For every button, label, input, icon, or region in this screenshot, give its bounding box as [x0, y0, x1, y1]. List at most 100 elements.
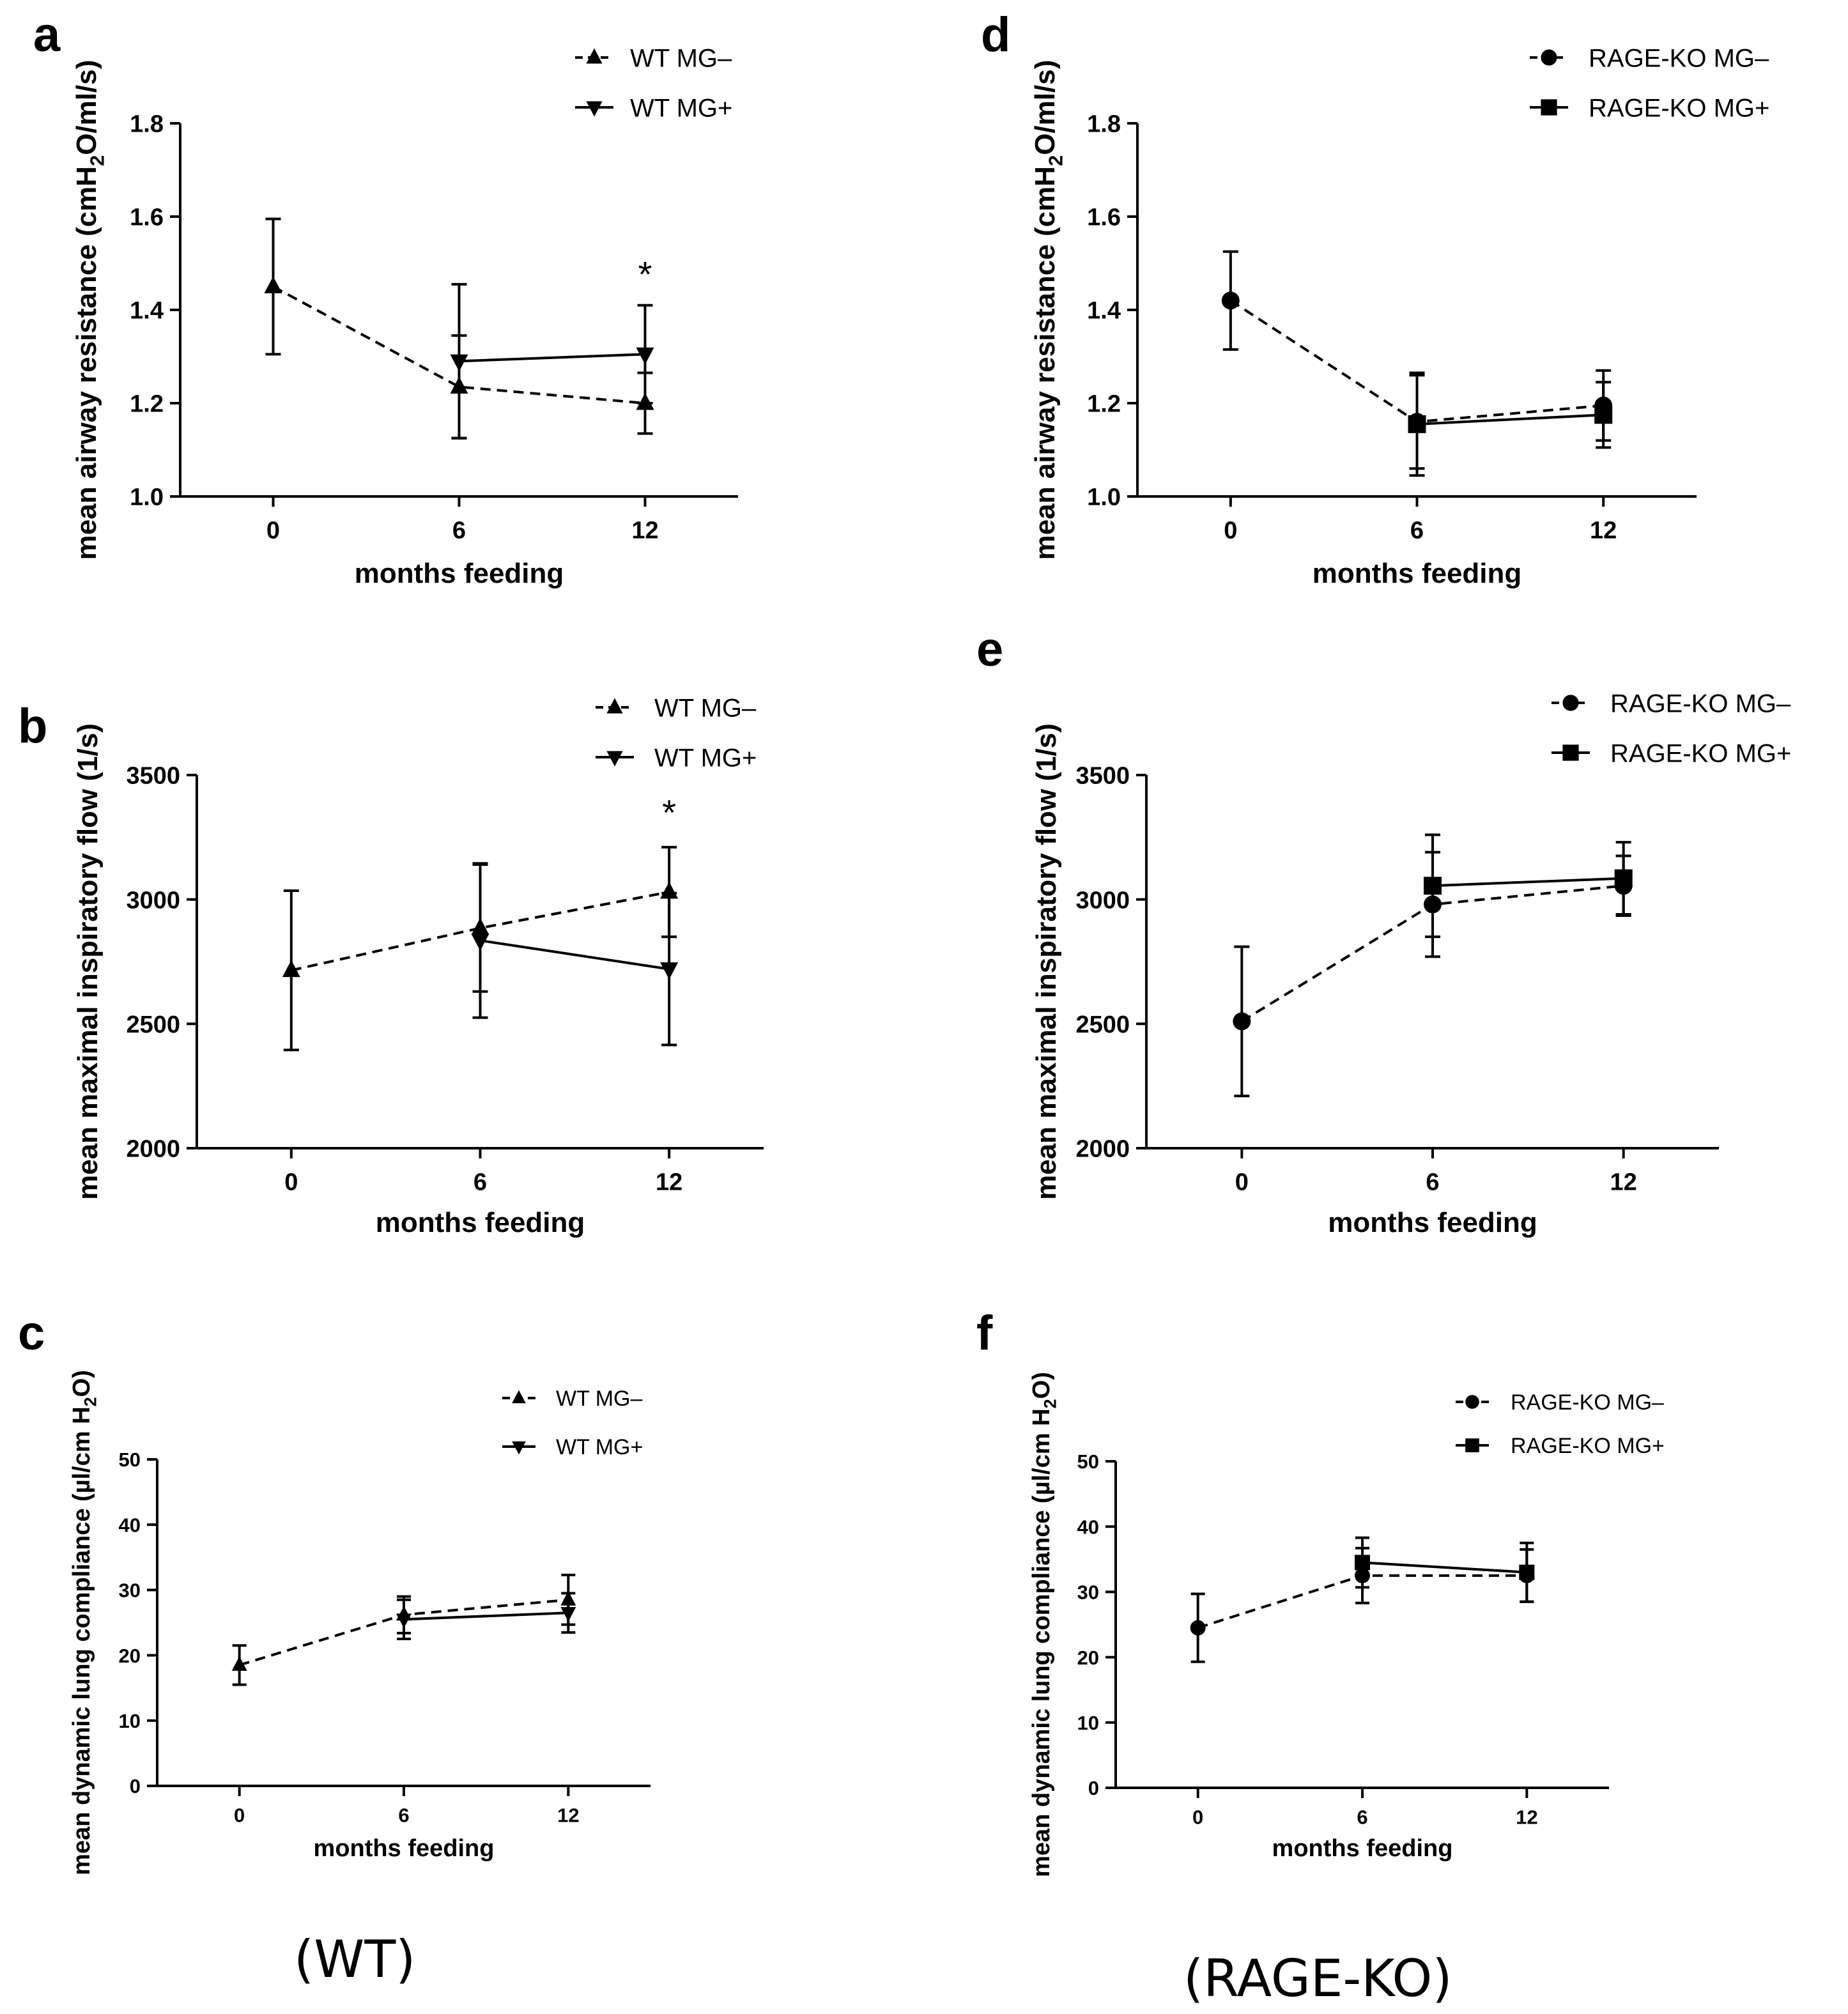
x-axis-title: months feeding: [355, 558, 564, 589]
series-mg-plus: [450, 282, 654, 440]
y-tick-label: 0: [130, 1775, 141, 1797]
data-point: [1408, 415, 1426, 433]
rage-ko-caption: (RAGE-KO): [1183, 1949, 1452, 2008]
data-point: [1594, 406, 1613, 424]
y-tick-label: 50: [119, 1449, 141, 1471]
chart-c: c 0 10 20 30 40 50 0 6 12 months feeding mean dynam…: [18, 1306, 651, 1875]
panel-label: a: [33, 8, 61, 62]
data-point: [560, 1607, 576, 1622]
x-axis-title: months feeding: [314, 1835, 495, 1862]
y-axis-title-part: O/ml/s): [71, 60, 102, 155]
legend-marker: [1541, 49, 1557, 66]
data-point: [450, 354, 468, 372]
y-axis-title: mean dynamic lung compliance (µl/cm H2O): [1028, 1372, 1060, 1877]
y-tick-label: 1.2: [1087, 391, 1121, 418]
x-axis-title: months feeding: [1313, 558, 1522, 589]
series-line: [459, 353, 645, 363]
data-point: [1355, 1555, 1370, 1571]
x-tick-label: 6: [474, 1169, 487, 1195]
legend-label: WT MG–: [654, 694, 757, 722]
series-mg-plus: [1424, 833, 1633, 939]
x-tick-label: 0: [284, 1169, 298, 1195]
data-point: [1614, 869, 1633, 888]
y-axis-title-part: O): [1028, 1372, 1055, 1399]
chart-b: b 2000 2500 3000 3500 0 6 12 months feeding mean …: [18, 694, 764, 1238]
legend-label: WT MG–: [630, 44, 732, 72]
x-tick-label: 0: [266, 517, 280, 544]
x-tick-label: 6: [452, 517, 466, 544]
y-axis-title: mean maximal inspiratory flow (1/s): [72, 723, 104, 1200]
y-tick-label: 20: [119, 1645, 141, 1667]
legend-item: RAGE-KO MG–: [1530, 44, 1769, 72]
series-line: [1432, 877, 1624, 888]
y-tick-label: 1.4: [1087, 298, 1121, 325]
legend-label: WT MG+: [654, 744, 757, 772]
y-axis-title: mean airway resistance (cmH2O/ml/s): [1029, 60, 1066, 560]
y-axis-title-part: mean airway resistance (cmH: [71, 166, 102, 560]
x-tick-label: 6: [1357, 1806, 1367, 1828]
legend-item: WT MG+: [502, 1435, 643, 1459]
legend-item: WT MG+: [575, 94, 732, 122]
x-tick-label: 12: [557, 1804, 579, 1826]
y-tick-label: 1.0: [130, 484, 164, 511]
chart-d: d 1.0 1.2 1.4 1.6 1.8 0 6 12 months feeding mean a…: [981, 8, 1769, 589]
legend-item: WT MG+: [596, 744, 757, 772]
y-tick-label: 3500: [1075, 763, 1130, 790]
y-axis-title: mean maximal inspiratory flow (1/s): [1031, 723, 1062, 1200]
y-axis-title-part: mean maximal inspiratory flow (1/s): [1031, 723, 1062, 1200]
chart-a: a 1.0 1.2 1.4 1.6 1.8 0 6 12 months feeding mean a…: [33, 8, 738, 589]
legend-item: WT MG–: [575, 44, 732, 72]
legend-marker: [586, 48, 603, 64]
x-axis-title: months feeding: [376, 1207, 585, 1238]
legend-marker: [606, 751, 623, 767]
y-axis-title-subscript: 2: [81, 1397, 100, 1406]
data-point: [660, 962, 679, 980]
x-tick-label: 12: [631, 517, 658, 544]
y-tick-label: 30: [119, 1580, 141, 1602]
panel-label: f: [976, 1306, 993, 1360]
legend-marker: [606, 698, 623, 714]
series-mg-plus: [471, 862, 679, 1047]
y-tick-label: 1.4: [130, 298, 164, 325]
legend-label: WT MG+: [556, 1435, 643, 1459]
panel-label: d: [981, 8, 1010, 62]
legend-item: WT MG–: [596, 694, 757, 722]
legend-item: RAGE-KO MG+: [1456, 1434, 1665, 1458]
y-axis-title: mean dynamic lung compliance (µl/cm H2O): [68, 1370, 100, 1875]
series-line: [291, 891, 670, 972]
series-line: [1417, 413, 1604, 426]
y-tick-label: 30: [1077, 1581, 1099, 1604]
y-axis-title-part: O): [68, 1370, 95, 1397]
panel-label: e: [976, 622, 1003, 677]
legend-label: RAGE-KO MG–: [1610, 689, 1791, 718]
wt-caption: (WT): [294, 1930, 416, 1989]
y-tick-label: 1.8: [1087, 111, 1121, 138]
y-tick-label: 3000: [126, 887, 180, 914]
legend-marker: [586, 101, 603, 117]
y-axis-title-part: mean dynamic lung compliance (µl/cm H: [1028, 1408, 1055, 1877]
chart-e: e 2000 2500 3000 3500 0 6 12 months feeding mean …: [976, 622, 1791, 1238]
y-tick-label: 3000: [1075, 887, 1130, 914]
series-line: [480, 939, 670, 971]
y-tick-label: 1.6: [130, 204, 164, 231]
y-axis-title: mean airway resistance (cmH2O/ml/s): [71, 60, 108, 560]
y-tick-label: 2000: [1075, 1136, 1130, 1163]
chart-f: f 0 10 20 30 40 50 0 6 12 months feeding mean dynam…: [976, 1306, 1665, 1877]
y-axis-title-subscript: 2: [1041, 1399, 1060, 1408]
panel-label: c: [18, 1306, 45, 1360]
series-line: [403, 1611, 569, 1621]
x-tick-label: 12: [1516, 1806, 1537, 1828]
x-tick-label: 12: [656, 1169, 682, 1195]
y-tick-label: 10: [1077, 1712, 1099, 1734]
y-tick-label: 2500: [1075, 1011, 1130, 1038]
y-tick-label: 2500: [126, 1011, 180, 1038]
legend-item: RAGE-KO MG–: [1552, 689, 1791, 718]
legend-label: RAGE-KO MG+: [1589, 94, 1769, 122]
panel-label: b: [18, 699, 47, 753]
x-tick-label: 6: [1410, 517, 1424, 544]
data-point: [1233, 1012, 1251, 1031]
legend-marker: [1541, 99, 1557, 116]
legend-item: RAGE-KO MG+: [1552, 739, 1791, 767]
series-mg-plus: [396, 1592, 576, 1641]
